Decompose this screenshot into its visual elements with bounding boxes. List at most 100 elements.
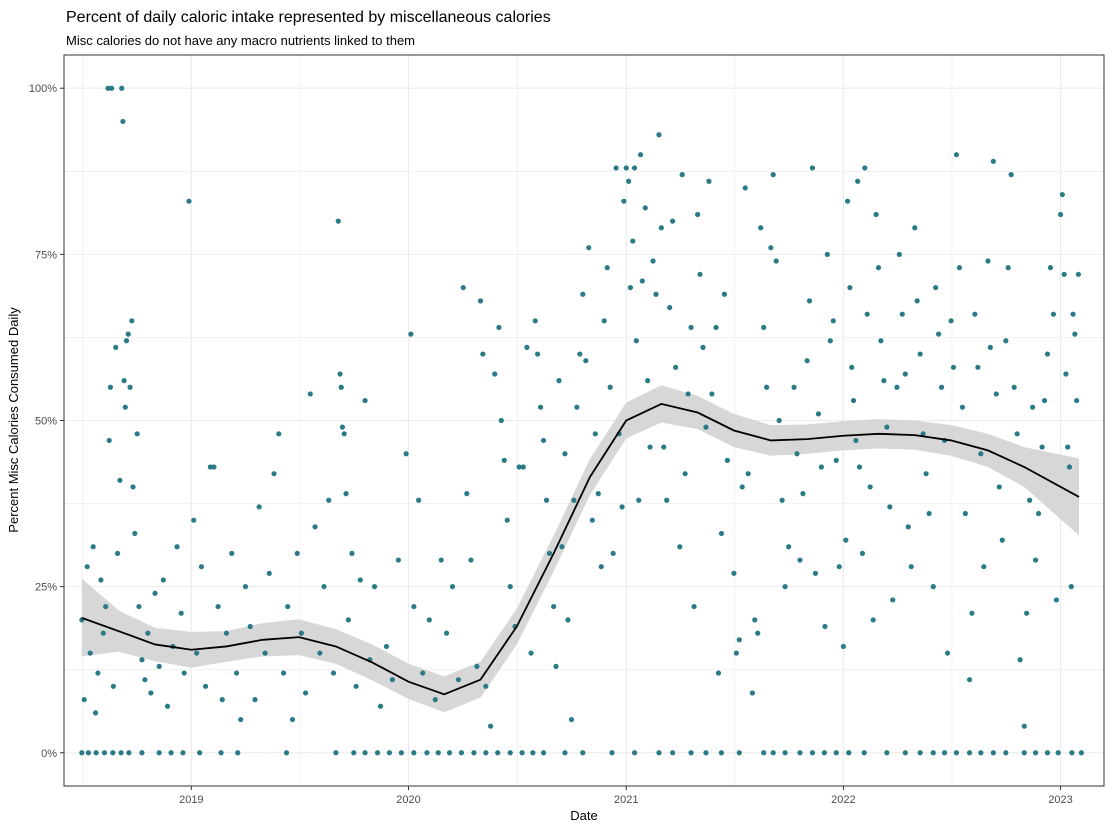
data-point [849, 364, 855, 370]
data-point [969, 610, 975, 616]
smooth-trend-line [81, 402, 1080, 696]
data-point [589, 517, 595, 523]
data-point [873, 211, 879, 218]
data-point [110, 750, 116, 756]
data-point [266, 570, 272, 576]
data-point [148, 690, 154, 696]
data-point [386, 750, 393, 756]
y-tick-label: 0% [41, 748, 57, 760]
data-point [966, 677, 973, 683]
data-point [483, 683, 489, 689]
data-point [630, 238, 636, 244]
data-point [715, 670, 722, 676]
data-point [827, 338, 833, 344]
data-point [1027, 497, 1033, 503]
data-point [1069, 750, 1075, 756]
data-point [815, 411, 822, 417]
data-point [242, 584, 249, 590]
data-point [833, 457, 839, 463]
data-point [420, 670, 426, 676]
data-point [215, 603, 221, 610]
data-point [867, 484, 873, 490]
data-point [706, 178, 712, 184]
data-point [289, 716, 296, 723]
data-point [592, 431, 598, 437]
data-point [609, 750, 615, 756]
data-point [349, 550, 355, 557]
data-point [460, 284, 466, 291]
data-point [914, 298, 920, 304]
data-point [853, 437, 859, 444]
data-point [142, 677, 148, 683]
data-point [703, 750, 709, 756]
data-point [562, 451, 568, 457]
data-point [276, 431, 282, 437]
data-point [528, 650, 534, 656]
data-point [1070, 311, 1076, 317]
data-point [653, 291, 659, 297]
data-point [117, 477, 123, 483]
data-point [703, 424, 709, 430]
data-point [637, 152, 644, 158]
data-point [1041, 397, 1048, 404]
data-point [944, 650, 951, 656]
data-point [843, 537, 849, 543]
data-point [670, 218, 676, 224]
data-point [884, 424, 890, 430]
data-point [129, 318, 135, 324]
data-point [956, 265, 963, 271]
data-point [559, 544, 565, 550]
data-point [110, 683, 116, 689]
data-point [164, 703, 171, 709]
x-tick-label: 2022 [831, 794, 855, 806]
data-point [389, 677, 396, 683]
data-point [152, 590, 158, 596]
data-point [862, 165, 868, 171]
data-point [1005, 265, 1011, 271]
data-point [487, 723, 494, 729]
data-point [773, 258, 779, 264]
data-point [1078, 750, 1084, 756]
data-point [156, 663, 162, 669]
data-point [507, 750, 513, 756]
data-point [1065, 444, 1071, 450]
data-point [1063, 371, 1069, 377]
data-point [565, 617, 571, 623]
data-point [455, 677, 462, 683]
data-point [667, 304, 673, 311]
data-point [768, 245, 774, 251]
data-point [812, 570, 819, 576]
data-point [972, 311, 978, 317]
data-point [262, 650, 268, 656]
data-point [950, 364, 957, 370]
data-point [501, 457, 507, 463]
data-point [492, 371, 498, 377]
y-tick-label: 50% [35, 416, 57, 428]
data-point [458, 750, 465, 756]
data-point [480, 351, 486, 357]
data-point [930, 584, 936, 590]
y-axis-title: Percent Misc Calories Consumed Daily [6, 307, 21, 533]
data-point [174, 544, 180, 550]
data-point [198, 564, 205, 570]
data-point [395, 557, 401, 563]
data-point [345, 617, 351, 623]
data-point [791, 384, 797, 390]
data-point [731, 570, 737, 576]
data-point [623, 165, 629, 171]
data-point [516, 464, 522, 470]
data-point [782, 584, 788, 590]
data-point [844, 198, 851, 204]
data-point [551, 603, 557, 610]
grid-lines [64, 55, 1104, 786]
data-point [930, 750, 936, 756]
data-point [959, 404, 965, 410]
y-tick-label: 100% [29, 83, 57, 95]
data-point [507, 584, 513, 590]
data-point [1003, 750, 1009, 756]
data-point [1008, 172, 1014, 178]
data-point [962, 510, 968, 517]
data-point [403, 451, 409, 457]
data-point [709, 391, 715, 397]
data-point [833, 750, 839, 756]
